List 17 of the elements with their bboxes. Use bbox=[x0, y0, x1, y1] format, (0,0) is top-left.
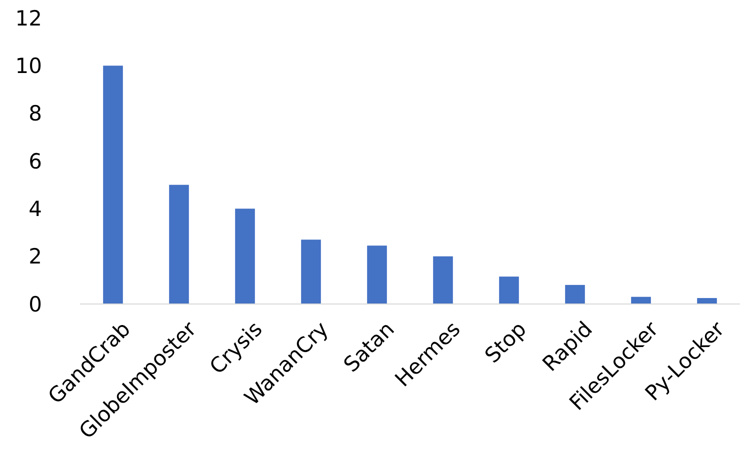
bar bbox=[697, 298, 717, 304]
y-tick-label: 10 bbox=[15, 54, 42, 78]
y-tick-label: 8 bbox=[28, 102, 42, 126]
bar bbox=[499, 276, 519, 304]
bar bbox=[169, 184, 189, 304]
bar bbox=[631, 296, 651, 304]
y-tick-label: 4 bbox=[28, 197, 42, 222]
y-tick-label: 0 bbox=[28, 292, 42, 316]
y-tick-label: 12 bbox=[15, 6, 42, 30]
bar bbox=[103, 66, 123, 304]
bar bbox=[565, 284, 585, 304]
bar bbox=[301, 240, 321, 304]
y-tick-label: 2 bbox=[28, 244, 42, 269]
bar bbox=[433, 256, 453, 304]
bar bbox=[235, 208, 255, 304]
y-tick-label: 6 bbox=[28, 149, 42, 174]
bar bbox=[367, 246, 387, 304]
